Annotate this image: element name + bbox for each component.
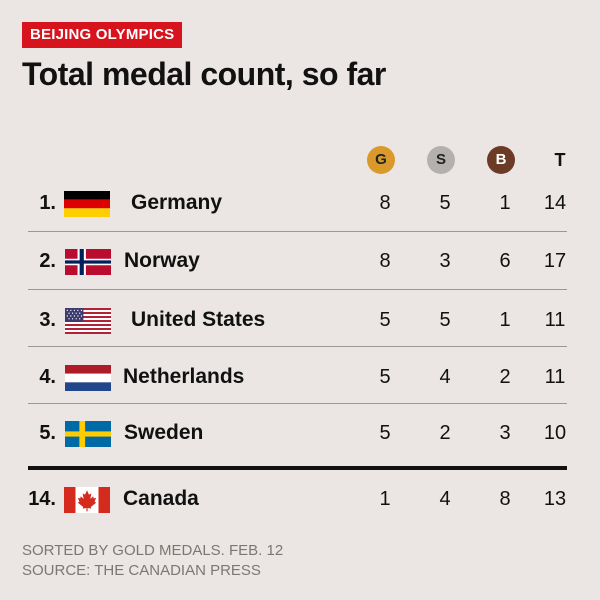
gold-count: 5	[379, 422, 391, 444]
total-column-label: T	[554, 150, 566, 170]
bronze-medal-icon: B	[487, 146, 515, 174]
bronze-column-header: B	[487, 146, 517, 176]
silver-count: 4	[439, 488, 451, 510]
silver-column-header: S	[427, 146, 457, 176]
rank: 1.	[39, 192, 56, 214]
total-count: 17	[543, 250, 567, 272]
row-divider	[28, 346, 567, 347]
total-count: 14	[543, 192, 567, 214]
bronze-count: 2	[499, 366, 511, 388]
country-name: Germany	[131, 191, 223, 214]
table-row: 14. Canada 1 4 8 13	[0, 479, 600, 519]
gold-count: 8	[379, 192, 391, 214]
sweden-flag-icon	[65, 421, 111, 447]
silver-medal-icon: S	[427, 146, 455, 174]
table-row: 5. Sweden 5 2 3 10	[0, 413, 600, 453]
gold-count: 5	[379, 309, 391, 331]
gold-medal-icon: G	[367, 146, 395, 174]
bronze-count: 8	[499, 488, 511, 510]
rank: 2.	[39, 250, 56, 272]
country-name: Norway	[124, 249, 200, 272]
table-row: 2. Norway 8 3 6 17	[0, 241, 600, 281]
usa-flag-icon	[65, 308, 111, 334]
canada-flag-icon	[64, 487, 110, 513]
country-name: Netherlands	[123, 365, 245, 388]
country-name: Sweden	[124, 421, 204, 444]
table-row: 4. Netherlands 5 4 2 11	[0, 357, 600, 397]
section-tag: BEIJING OLYMPICS	[22, 22, 183, 48]
bronze-count: 1	[499, 309, 511, 331]
netherlands-flag-icon	[65, 365, 111, 391]
bronze-count: 6	[499, 250, 511, 272]
total-count: 10	[543, 422, 567, 444]
row-divider	[28, 289, 567, 290]
germany-flag-icon	[64, 191, 110, 217]
rank: 4.	[39, 366, 56, 388]
row-divider	[28, 231, 567, 232]
footer-note: SORTED BY GOLD MEDALS. FEB. 12	[22, 542, 284, 559]
silver-count: 3	[439, 250, 451, 272]
bronze-count: 1	[499, 192, 511, 214]
total-count: 11	[544, 309, 566, 331]
total-column-header: T	[545, 146, 575, 176]
footer-source: SOURCE: THE CANADIAN PRESS	[22, 562, 261, 579]
page-title: Total medal count, so far	[22, 56, 386, 92]
total-count: 13	[543, 488, 567, 510]
silver-count: 5	[439, 309, 451, 331]
rank: 14.	[28, 488, 56, 510]
silver-count: 2	[439, 422, 451, 444]
bronze-count: 3	[499, 422, 511, 444]
total-count: 11	[544, 366, 566, 388]
country-name: Canada	[123, 487, 199, 510]
row-divider	[28, 403, 567, 404]
gold-count: 8	[379, 250, 391, 272]
gold-column-header: G	[367, 146, 397, 176]
table-row: 3. United States 5 5 1 11	[0, 300, 600, 340]
silver-count: 4	[439, 366, 451, 388]
rank: 5.	[39, 422, 56, 444]
gold-count: 1	[379, 488, 391, 510]
gold-count: 5	[379, 366, 391, 388]
silver-count: 5	[439, 192, 451, 214]
table-row: 1. Germany 8 5 1 14	[0, 183, 600, 223]
section-divider	[28, 466, 567, 470]
norway-flag-icon	[65, 249, 111, 275]
rank: 3.	[39, 309, 56, 331]
country-name: United States	[131, 308, 266, 331]
